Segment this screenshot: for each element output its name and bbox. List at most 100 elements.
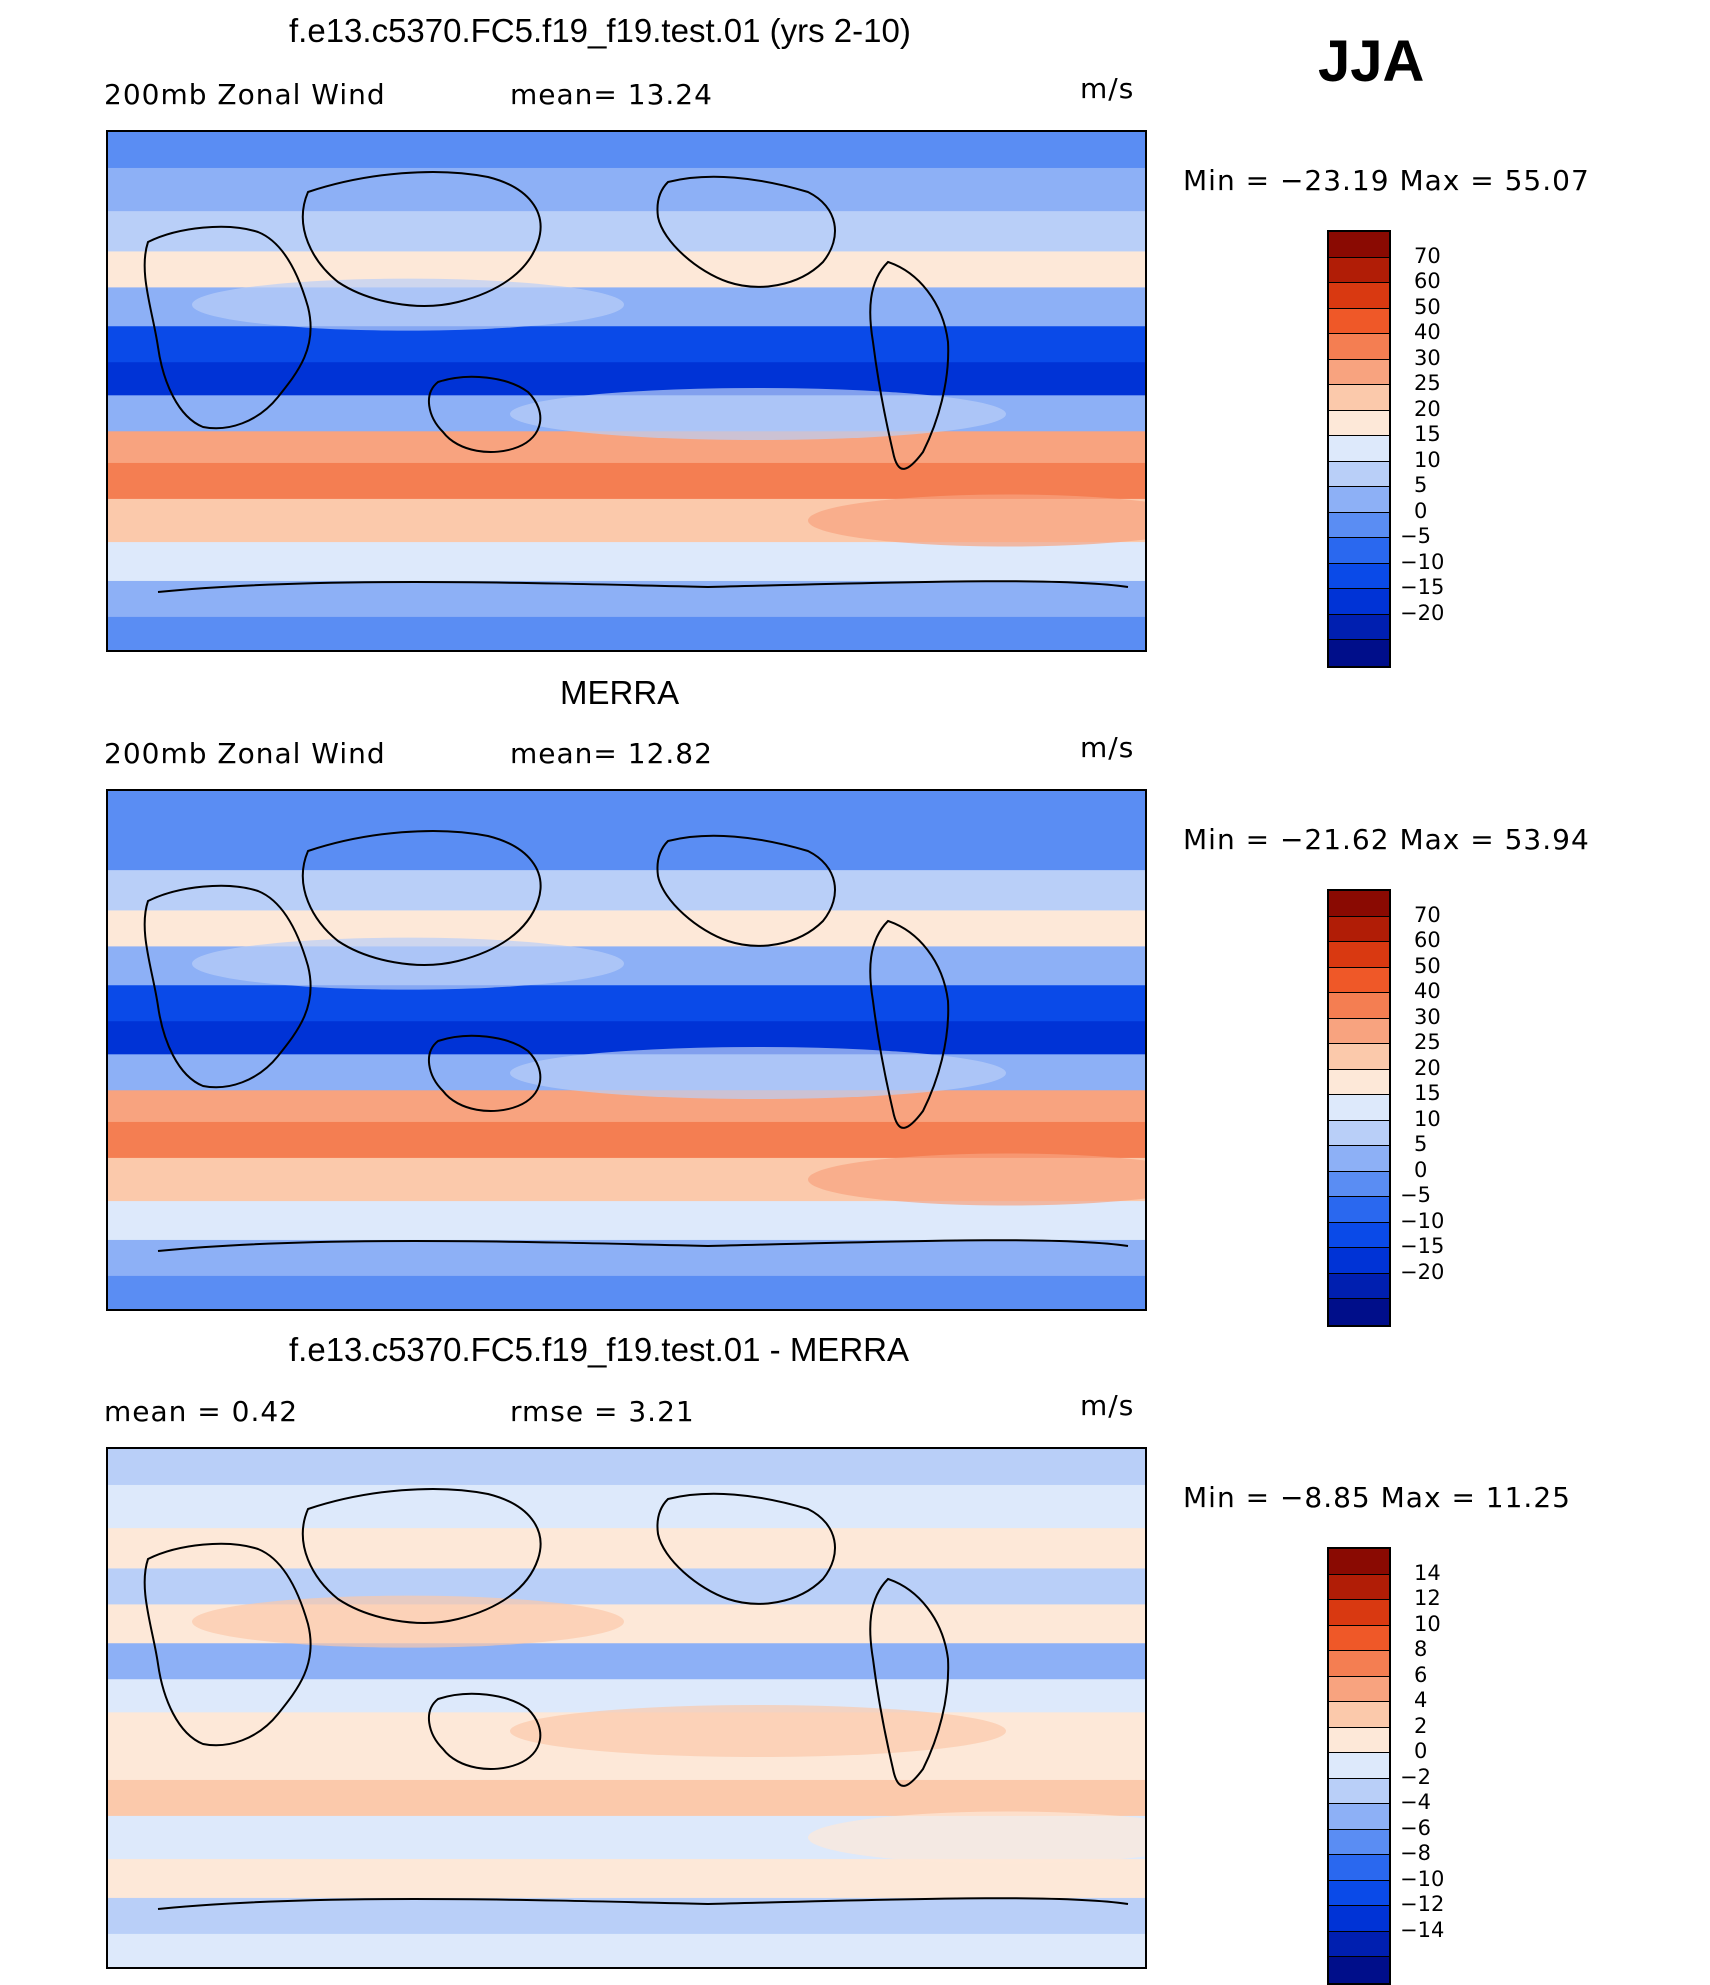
field-band	[108, 462, 1145, 500]
field-band	[108, 826, 1145, 872]
colorbar-cell	[1329, 967, 1389, 993]
coastline	[157, 580, 1129, 593]
colorbar-tick-label: 6	[1414, 1662, 1428, 1687]
colorbar-cell	[1329, 1906, 1389, 1932]
field-band	[108, 791, 1145, 828]
panel-1-variable: 200mb Zonal Wind	[104, 78, 386, 111]
colorbar-tick-label: 60	[1414, 269, 1441, 293]
field-band	[108, 985, 1145, 1023]
colorbar-cell	[1329, 1855, 1389, 1881]
colorbar-tick-label: 0	[1414, 1157, 1428, 1182]
field-band	[108, 580, 1145, 618]
colorbar-cell	[1329, 891, 1389, 917]
colorbar-cell	[1329, 1120, 1389, 1146]
field-band	[108, 1090, 1145, 1123]
colorbar-cell	[1329, 1957, 1389, 1983]
coastline	[428, 375, 542, 453]
colorbar-tick-label: 20	[1414, 396, 1441, 421]
colorbar-tick-label: 10	[1414, 447, 1441, 472]
colorbar-tick-label: −5	[1400, 524, 1431, 548]
colorbar-cell	[1329, 436, 1389, 462]
colorbar-cell	[1329, 283, 1389, 309]
coastline	[143, 225, 312, 430]
colorbar-tick-label: 5	[1414, 1132, 1428, 1156]
colorbar-tick-label: −5	[1400, 1183, 1431, 1207]
colorbar-cell	[1329, 1702, 1389, 1728]
colorbar-cell	[1329, 1299, 1389, 1325]
colorbar-tick-label: 4	[1414, 1688, 1428, 1712]
panel-2-title: MERRA	[560, 674, 680, 711]
colorbar-tick-label: −10	[1400, 1866, 1445, 1891]
colorbar-cell	[1329, 640, 1389, 666]
colorbar-cell	[1329, 1829, 1389, 1855]
colorbar-tick-label: 50	[1414, 294, 1441, 319]
field-band	[108, 1643, 1145, 1681]
colorbar-tick-label: 40	[1414, 979, 1441, 1003]
colorbar-tick-label: −20	[1400, 600, 1445, 625]
colorbar-tick-label: 14	[1414, 1560, 1441, 1585]
colorbar-cell	[1329, 589, 1389, 615]
field-band	[108, 326, 1145, 364]
colorbar-cell	[1329, 461, 1389, 487]
colorbar-cell	[1329, 993, 1389, 1019]
colorbar-tick-label: 25	[1414, 1030, 1441, 1054]
coastline	[869, 919, 950, 1129]
field-band	[108, 1679, 1145, 1714]
colorbar-cell	[1329, 359, 1389, 385]
colorbar-tick-label: −2	[1400, 1764, 1431, 1789]
colorbar-cell	[1329, 563, 1389, 589]
colorbar-tick-label: −6	[1400, 1815, 1431, 1840]
colorbar-tick-label: 70	[1414, 243, 1441, 268]
panel-1-mean: mean= 13.24	[510, 78, 713, 111]
field-band	[108, 1201, 1145, 1241]
coastline	[656, 175, 836, 288]
colorbar-cell	[1329, 1069, 1389, 1095]
season-label: JJA	[1318, 29, 1425, 94]
colorbar-cell	[1329, 1044, 1389, 1070]
colorbar-tick-label: 60	[1414, 928, 1441, 952]
colorbar-tick-label: −14	[1400, 1917, 1445, 1942]
colorbar-tick-label: −20	[1400, 1259, 1445, 1284]
colorbar-cell	[1329, 487, 1389, 513]
colorbar-cell	[1329, 1222, 1389, 1248]
field-band	[108, 167, 1145, 213]
panel-1-units: m/s	[1080, 72, 1135, 105]
colorbar-cell	[1329, 1018, 1389, 1044]
colorbar-cell	[1329, 1171, 1389, 1197]
panel-2-map	[106, 789, 1147, 1311]
colorbar-cell	[1329, 1625, 1389, 1651]
colorbar-tick-label: 40	[1414, 320, 1441, 344]
colorbar-cell	[1329, 1727, 1389, 1753]
colorbar-cell	[1329, 512, 1389, 538]
coastline	[428, 1692, 542, 1770]
coastline	[157, 1239, 1129, 1252]
colorbar-cell	[1329, 1600, 1389, 1626]
colorbar-tick-label: 0	[1414, 498, 1428, 523]
field-band	[108, 1449, 1145, 1486]
colorbar-cell	[1329, 232, 1389, 258]
field-band	[108, 1021, 1145, 1056]
panel-1-field	[108, 132, 1145, 650]
colorbar-cell	[1329, 1804, 1389, 1830]
colorbar-tick-label: −15	[1400, 575, 1445, 599]
panel-3-field	[108, 1449, 1145, 1967]
colorbar-cell	[1329, 942, 1389, 968]
panel-3-mean: mean = 0.42	[104, 1395, 299, 1428]
colorbar-cell	[1329, 1778, 1389, 1804]
colorbar-cell	[1329, 1574, 1389, 1600]
field-blob	[808, 1153, 1145, 1206]
field-band	[108, 1933, 1145, 1967]
field-band	[108, 1275, 1145, 1309]
colorbar-tick-label: 30	[1414, 345, 1441, 370]
colorbar-tick-label: −4	[1400, 1790, 1431, 1814]
panel-1-title: f.e13.c5370.FC5.f19_f19.test.01 (yrs 2-1…	[289, 12, 911, 49]
colorbar-cell	[1329, 1880, 1389, 1906]
colorbar-cell	[1329, 1273, 1389, 1299]
panel-3-colorbar	[1327, 1547, 1391, 1985]
colorbar-tick-label: 50	[1414, 953, 1441, 978]
field-band	[108, 431, 1145, 464]
coastline	[301, 830, 542, 966]
field-band	[108, 211, 1145, 253]
panel-2-variable: 200mb Zonal Wind	[104, 737, 386, 770]
field-band	[108, 616, 1145, 650]
